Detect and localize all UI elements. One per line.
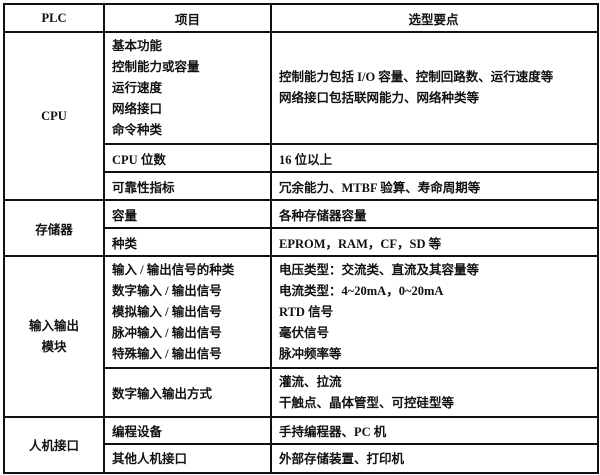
item-text: 模拟输入 / 输出信号	[112, 304, 222, 319]
cpu-items: 基本功能 控制能力或容量 运行速度 网络接口 命令种类	[105, 33, 270, 143]
column-divider	[270, 3, 272, 472]
row-divider	[3, 199, 597, 201]
point-text: 网络接口包括联网能力、网络种类等	[279, 91, 480, 105]
storage-capacity-item: 容量	[105, 201, 270, 227]
item-text: 容量	[112, 208, 138, 223]
io-mode-item: 数字输入输出方式	[105, 369, 270, 416]
item-text: 运行速度	[112, 80, 163, 95]
item-text: 特殊输入 / 输出信号	[112, 346, 222, 361]
header-item: 项目	[105, 5, 270, 31]
group-label: 输入输出	[28, 318, 79, 333]
item-text: 网络接口	[112, 101, 163, 116]
group-hmi: 人机接口	[5, 418, 103, 470]
point-text: 电流类型：4~20mA，0~20mA	[279, 283, 444, 298]
programming-device-point: 手持编程器、PC 机	[272, 418, 595, 443]
item-text: 控制能力或容量	[112, 59, 200, 74]
item-text: 命令种类	[112, 122, 163, 137]
point-text: 毫伏信号	[279, 325, 330, 340]
item-text: 基本功能	[112, 38, 163, 53]
io-points: 电压类型：交流类、直流及其容量等 电流类型：4~20mA，0~20mA RTD …	[272, 257, 595, 367]
storage-type-point: EPROM，RAM，CF，SD 等	[272, 229, 595, 255]
programming-device-item: 编程设备	[105, 418, 270, 443]
row-divider	[3, 255, 597, 257]
point-text: 电压类型：交流类、直流及其容量等	[279, 262, 480, 277]
point-text: RTD 信号	[279, 304, 334, 319]
row-divider	[3, 416, 597, 418]
group-label: 人机接口	[28, 438, 79, 453]
point-text: 手持编程器、PC 机	[279, 425, 387, 439]
reliability-item: 可靠性指标	[105, 173, 270, 199]
other-hmi-item: 其他人机接口	[105, 445, 270, 470]
point-text: 灌流、拉流	[279, 374, 342, 389]
storage-capacity-point: 各种存储器容量	[272, 201, 595, 227]
header-label: 选型要点	[408, 12, 459, 27]
row-divider	[103, 227, 597, 229]
group-storage: 存储器	[5, 201, 103, 255]
header-label: PLC	[41, 10, 67, 25]
row-divider	[103, 367, 597, 369]
item-text: 脉冲输入 / 输出信号	[112, 325, 222, 340]
item-text: CPU 位数	[112, 152, 166, 167]
item-text: 数字输入输出方式	[112, 387, 213, 401]
item-text: 编程设备	[112, 425, 163, 439]
item-text: 数字输入 / 输出信号	[112, 283, 222, 298]
reliability-point: 冗余能力、MTBF 验算、寿命周期等	[272, 173, 595, 199]
io-mode-points: 灌流、拉流 干触点、晶体管型、可控硅型等	[272, 369, 595, 416]
point-text: EPROM，RAM，CF，SD 等	[279, 236, 442, 251]
header-plc: PLC	[5, 5, 103, 31]
header-label: 项目	[174, 12, 200, 27]
point-text: 外部存储装置、打印机	[279, 452, 405, 466]
item-text: 可靠性指标	[112, 180, 175, 195]
group-io-module: 输入输出 模块	[5, 257, 103, 416]
item-text: 种类	[112, 236, 138, 251]
plc-selection-table	[3, 3, 599, 474]
row-divider	[103, 143, 597, 145]
group-cpu: CPU	[5, 33, 103, 199]
cpu-bits-point: 16 位以上	[272, 145, 595, 171]
group-label: 模块	[41, 339, 67, 354]
group-label: 存储器	[35, 222, 73, 237]
other-hmi-point: 外部存储装置、打印机	[272, 445, 595, 470]
point-text: 干触点、晶体管型、可控硅型等	[279, 395, 455, 410]
point-text: 16 位以上	[279, 152, 333, 167]
item-text: 输入 / 输出信号的种类	[112, 262, 235, 277]
header-selection-points: 选型要点	[272, 5, 595, 31]
point-text: 脉冲频率等	[279, 346, 342, 361]
row-divider	[103, 171, 597, 173]
point-text: 各种存储器容量	[279, 208, 367, 223]
storage-type-item: 种类	[105, 229, 270, 255]
cpu-points: 控制能力包括 I/O 容量、控制回路数、运行速度等 网络接口包括联网能力、网络种…	[272, 33, 595, 143]
io-items: 输入 / 输出信号的种类 数字输入 / 输出信号 模拟输入 / 输出信号 脉冲输…	[105, 257, 270, 367]
point-text: 冗余能力、MTBF 验算、寿命周期等	[279, 180, 481, 195]
group-label: CPU	[41, 108, 67, 123]
column-divider	[103, 3, 105, 472]
row-divider	[103, 443, 597, 445]
row-divider	[3, 31, 597, 33]
cpu-bits-item: CPU 位数	[105, 145, 270, 171]
point-text: 控制能力包括 I/O 容量、控制回路数、运行速度等	[279, 70, 554, 84]
item-text: 其他人机接口	[112, 452, 188, 466]
